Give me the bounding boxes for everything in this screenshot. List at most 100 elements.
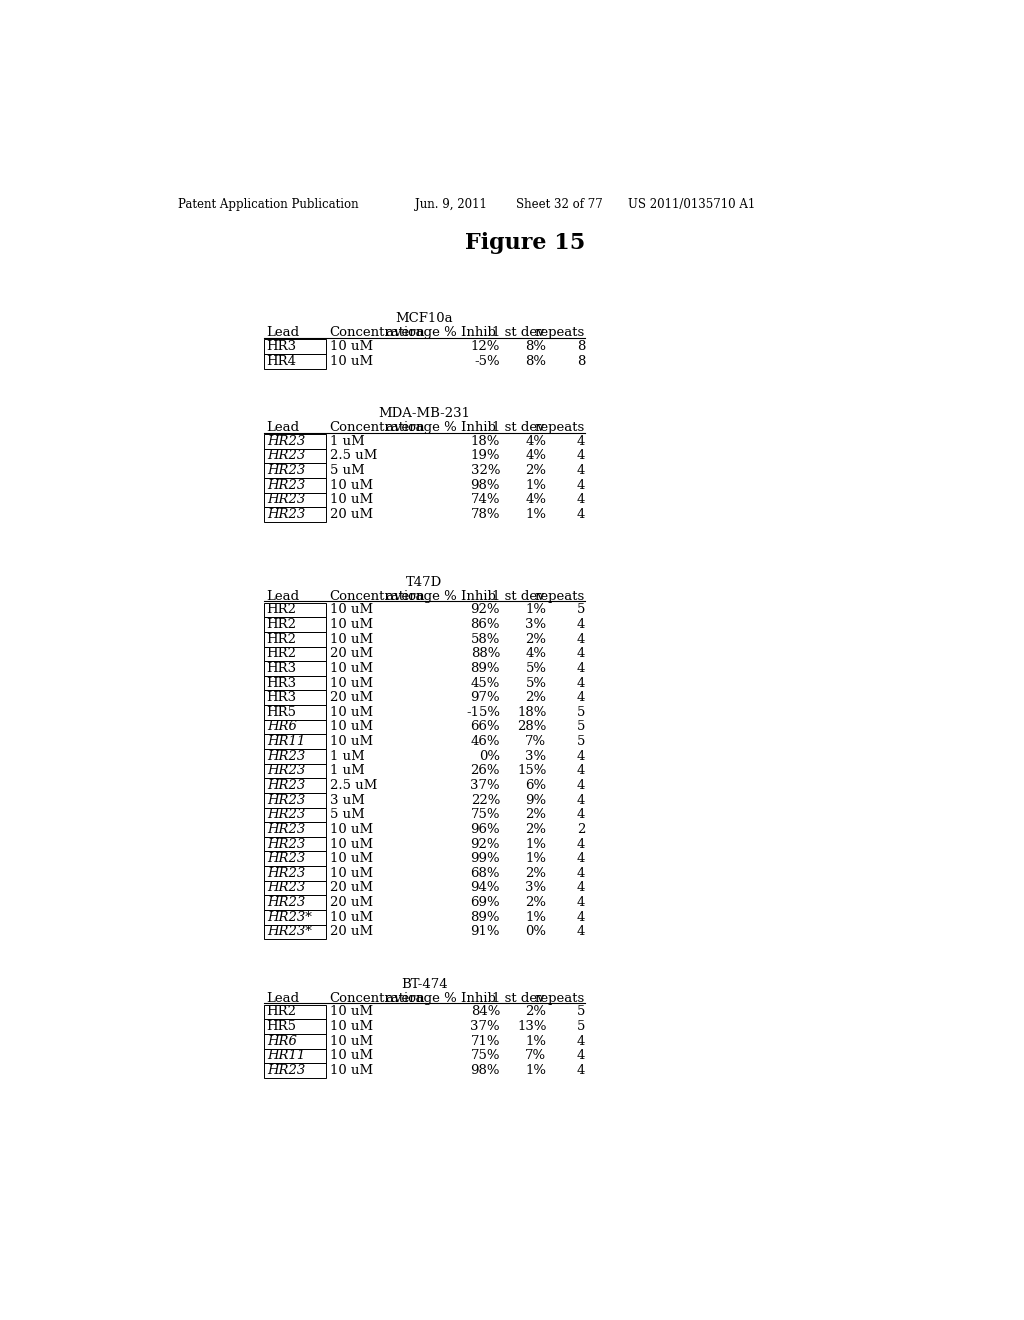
Text: HR23: HR23 [266, 853, 305, 865]
Text: 4: 4 [577, 434, 586, 447]
Text: 1 st dev: 1 st dev [492, 590, 544, 603]
Text: 4: 4 [577, 867, 586, 880]
Text: 4%: 4% [525, 434, 547, 447]
Bar [263, 793, 326, 808]
Text: 10 uM: 10 uM [331, 618, 374, 631]
Bar [263, 676, 326, 690]
Text: 74%: 74% [470, 494, 500, 507]
Text: 1 st dev: 1 st dev [492, 421, 544, 434]
Text: HR23: HR23 [266, 808, 305, 821]
Text: Lead: Lead [266, 991, 299, 1005]
Text: HR3: HR3 [266, 677, 297, 689]
Text: Lead: Lead [266, 326, 299, 339]
Text: BT-474: BT-474 [401, 978, 447, 991]
Bar [263, 822, 326, 837]
Text: 88%: 88% [471, 647, 500, 660]
Text: 4: 4 [577, 750, 586, 763]
Text: 10 uM: 10 uM [331, 355, 374, 368]
Text: 2%: 2% [525, 1006, 547, 1019]
Text: 78%: 78% [470, 508, 500, 521]
Text: 10 uM: 10 uM [331, 853, 374, 865]
Text: 71%: 71% [470, 1035, 500, 1048]
Text: 1%: 1% [525, 1064, 547, 1077]
Text: 20 uM: 20 uM [331, 647, 374, 660]
Text: 98%: 98% [470, 479, 500, 492]
Text: -15%: -15% [466, 706, 500, 719]
Text: 10 uM: 10 uM [331, 735, 374, 748]
Text: 1%: 1% [525, 479, 547, 492]
Text: HR23: HR23 [266, 896, 305, 909]
Bar [263, 647, 326, 661]
Text: Concentration: Concentration [330, 421, 425, 434]
Text: HR23: HR23 [266, 494, 305, 507]
Text: HR11: HR11 [266, 1049, 305, 1063]
Text: 91%: 91% [470, 925, 500, 939]
Text: 1%: 1% [525, 1035, 547, 1048]
Bar [263, 339, 326, 354]
Bar [263, 895, 326, 909]
Bar [263, 851, 326, 866]
Bar [263, 463, 326, 478]
Text: HR23: HR23 [266, 867, 305, 880]
Text: Figure 15: Figure 15 [465, 231, 585, 253]
Text: 4: 4 [577, 779, 586, 792]
Text: 5: 5 [577, 721, 586, 734]
Text: average % Inhib: average % Inhib [386, 326, 496, 339]
Bar [263, 449, 326, 463]
Bar [263, 434, 326, 449]
Text: 4: 4 [577, 494, 586, 507]
Text: HR23: HR23 [266, 434, 305, 447]
Text: HR23: HR23 [266, 793, 305, 807]
Text: 19%: 19% [470, 449, 500, 462]
Text: 1 st dev: 1 st dev [492, 991, 544, 1005]
Text: 20 uM: 20 uM [331, 692, 374, 705]
Bar [263, 507, 326, 521]
Bar [263, 1048, 326, 1063]
Text: 5: 5 [577, 735, 586, 748]
Text: HR3: HR3 [266, 341, 297, 354]
Text: 26%: 26% [470, 764, 500, 777]
Text: HR6: HR6 [266, 721, 297, 734]
Text: 2.5 uM: 2.5 uM [331, 779, 378, 792]
Text: 10 uM: 10 uM [331, 1064, 374, 1077]
Text: Sheet 32 of 77: Sheet 32 of 77 [515, 198, 602, 211]
Text: 4: 4 [577, 449, 586, 462]
Text: 97%: 97% [470, 692, 500, 705]
Text: 4: 4 [577, 632, 586, 645]
Text: 4%: 4% [525, 494, 547, 507]
Text: MDA-MB-231: MDA-MB-231 [379, 407, 470, 420]
Text: 68%: 68% [470, 867, 500, 880]
Text: 10 uM: 10 uM [331, 1006, 374, 1019]
Text: 18%: 18% [471, 434, 500, 447]
Text: 4: 4 [577, 853, 586, 865]
Text: 92%: 92% [470, 603, 500, 616]
Text: 1%: 1% [525, 508, 547, 521]
Text: Lead: Lead [266, 590, 299, 603]
Text: 4: 4 [577, 692, 586, 705]
Text: repeats: repeats [535, 421, 586, 434]
Bar [263, 1034, 326, 1048]
Text: 89%: 89% [470, 663, 500, 675]
Text: 4: 4 [577, 911, 586, 924]
Text: 4: 4 [577, 647, 586, 660]
Text: Patent Application Publication: Patent Application Publication [178, 198, 359, 211]
Text: 4: 4 [577, 1064, 586, 1077]
Text: 5 uM: 5 uM [331, 808, 365, 821]
Text: 5 uM: 5 uM [331, 465, 365, 477]
Text: 28%: 28% [517, 721, 547, 734]
Text: 1 uM: 1 uM [331, 434, 365, 447]
Text: 4: 4 [577, 838, 586, 850]
Text: average % Inhib: average % Inhib [386, 421, 496, 434]
Text: 10 uM: 10 uM [331, 341, 374, 354]
Text: -5%: -5% [474, 355, 500, 368]
Text: 8: 8 [577, 355, 586, 368]
Text: US 2011/0135710 A1: US 2011/0135710 A1 [628, 198, 755, 211]
Text: HR23*: HR23* [266, 911, 311, 924]
Text: HR23: HR23 [266, 838, 305, 850]
Text: 5: 5 [577, 603, 586, 616]
Text: 2%: 2% [525, 632, 547, 645]
Bar [263, 734, 326, 748]
Text: 2: 2 [577, 822, 586, 836]
Text: 66%: 66% [470, 721, 500, 734]
Text: repeats: repeats [535, 326, 586, 339]
